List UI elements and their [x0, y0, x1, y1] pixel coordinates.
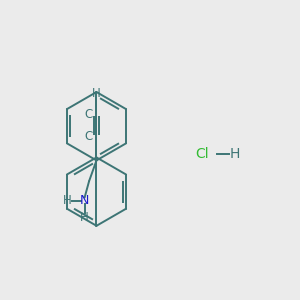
Text: H: H	[80, 211, 89, 224]
Text: Cl: Cl	[195, 148, 209, 161]
Text: H: H	[92, 87, 101, 100]
Text: H: H	[62, 194, 71, 207]
Text: H: H	[230, 148, 240, 161]
Text: C: C	[84, 108, 92, 121]
Text: C: C	[84, 130, 92, 143]
Text: N: N	[80, 194, 89, 207]
